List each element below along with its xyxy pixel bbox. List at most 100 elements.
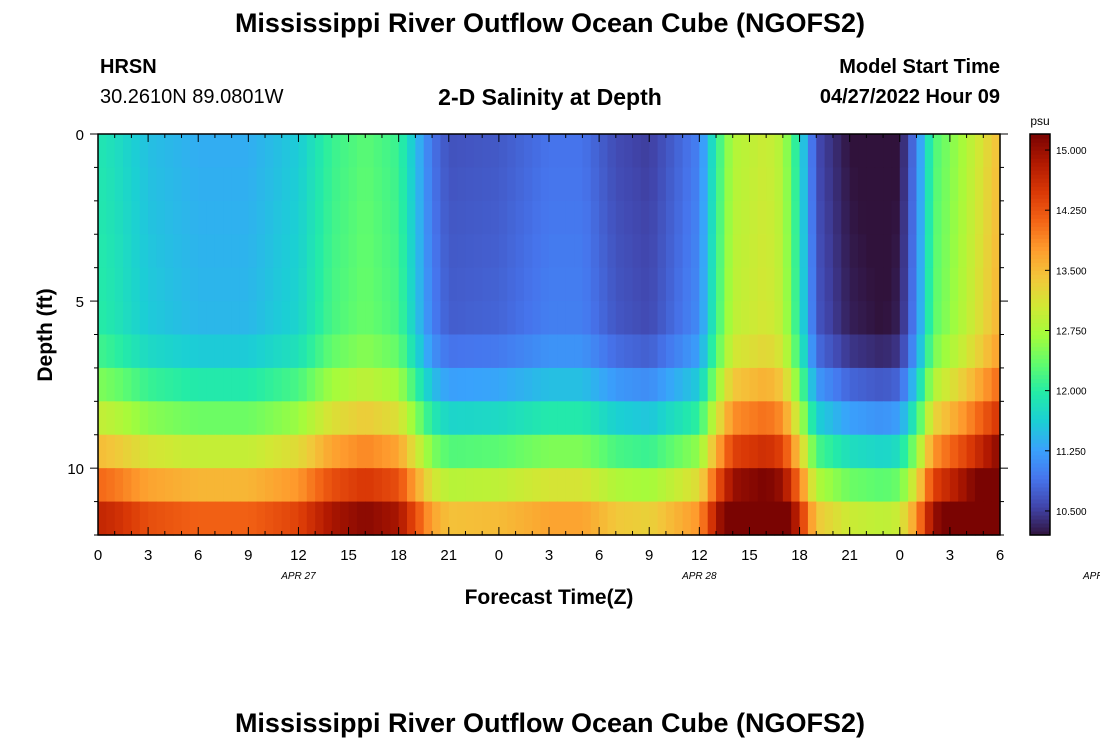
x-tick-label: 18 (390, 547, 407, 564)
colorbar-strip (1030, 354, 1050, 360)
heatmap-cell (448, 167, 458, 202)
heatmap-cell (540, 234, 550, 269)
heatmap-cell (665, 367, 675, 402)
heatmap-cell (816, 134, 826, 169)
heatmap-cell (891, 134, 901, 169)
heatmap-cell (799, 267, 809, 302)
heatmap-cell (432, 468, 442, 503)
heatmap-cell (340, 334, 350, 369)
heatmap-cell (381, 267, 391, 302)
heatmap-cell (791, 301, 801, 336)
heatmap-cell (298, 501, 308, 536)
heatmap-cell (432, 301, 442, 336)
heatmap-cell (381, 401, 391, 436)
heatmap-cell (214, 167, 224, 202)
heatmap-cell (407, 501, 416, 536)
heatmap-cell (365, 334, 375, 369)
heatmap-cell (632, 234, 642, 269)
heatmap-cell (507, 468, 517, 503)
heatmap-cell (891, 401, 901, 436)
heatmap-cell (381, 200, 391, 235)
heatmap-cell (106, 468, 116, 503)
heatmap-cell (306, 234, 316, 269)
heatmap-cell (540, 301, 550, 336)
heatmap-cell (498, 167, 508, 202)
colorbar-strip (1030, 262, 1050, 267)
heatmap-cell (523, 200, 533, 235)
heatmap-cell (916, 367, 926, 402)
heatmap-cell (974, 134, 984, 169)
heatmap-cell (490, 501, 500, 536)
heatmap-cell (306, 434, 316, 469)
date-label: APR 28 (681, 571, 717, 582)
heatmap-cell (398, 301, 408, 336)
heatmap-cell (991, 167, 1001, 202)
heatmap-cell (841, 501, 851, 536)
heatmap-cell (757, 301, 767, 336)
heatmap-cell (707, 167, 717, 202)
heatmap-cell (599, 468, 609, 503)
heatmap-cell (883, 301, 893, 336)
heatmap-cell (457, 334, 467, 369)
heatmap-cell (306, 401, 316, 436)
heatmap-cell (298, 134, 308, 169)
colorbar-strip (1030, 214, 1050, 219)
heatmap-cell (916, 401, 926, 436)
heatmap-cell (674, 234, 684, 269)
colorbar-strip (1030, 498, 1050, 504)
heatmap-cell (832, 434, 842, 469)
heatmap-cell (523, 134, 533, 169)
heatmap-cell (256, 434, 266, 469)
heatmap-cell (415, 434, 425, 469)
heatmap-cell (866, 200, 876, 235)
colorbar-strip (1030, 198, 1050, 203)
heatmap-cell (440, 501, 450, 536)
heatmap-cell (590, 367, 600, 402)
heatmap-cell (348, 501, 358, 536)
heatmap-cell (98, 200, 107, 235)
heatmap-cell (590, 167, 600, 202)
heatmap-cell (239, 501, 249, 536)
heatmap-cell (983, 501, 993, 536)
heatmap-cell (974, 401, 984, 436)
heatmap-cell (674, 401, 684, 436)
heatmap-cell (632, 334, 642, 369)
heatmap-cell (757, 334, 767, 369)
colorbar-strip (1030, 474, 1050, 480)
heatmap-cell (607, 234, 617, 269)
heatmap-cell (540, 134, 550, 169)
heatmap-cell (741, 267, 751, 302)
heatmap-cell (448, 234, 458, 269)
heatmap-cell (824, 301, 834, 336)
heatmap-cell (883, 434, 893, 469)
heatmap-cell (373, 301, 383, 336)
heatmap-cell (590, 468, 600, 503)
heatmap-cell (490, 468, 500, 503)
heatmap-cell (398, 468, 408, 503)
heatmap-cell (331, 434, 341, 469)
heatmap-cell (515, 134, 525, 169)
heatmap-cell (331, 234, 341, 269)
heatmap-cell (415, 501, 425, 536)
heatmap-cell (273, 267, 283, 302)
heatmap-cell (690, 301, 700, 336)
heatmap-cell (732, 167, 742, 202)
heatmap-cell (432, 401, 442, 436)
heatmap-cell (515, 301, 525, 336)
heatmap-cell (858, 234, 867, 269)
heatmap-cell (106, 334, 116, 369)
heatmap-cell (549, 501, 558, 536)
heatmap-cell (582, 200, 592, 235)
heatmap-cell (832, 167, 842, 202)
heatmap-cell (206, 334, 216, 369)
heatmap-cell (732, 134, 742, 169)
heatmap-cell (490, 234, 500, 269)
x-tick-label: 9 (244, 547, 252, 564)
colorbar-tick-label: 13.500 (1056, 266, 1087, 277)
heatmap-cell (933, 167, 943, 202)
heatmap-cell (532, 234, 542, 269)
x-tick-label: 12 (290, 547, 307, 564)
heatmap-cell (841, 468, 851, 503)
heatmap-cell (448, 334, 458, 369)
heatmap-cell (849, 367, 859, 402)
